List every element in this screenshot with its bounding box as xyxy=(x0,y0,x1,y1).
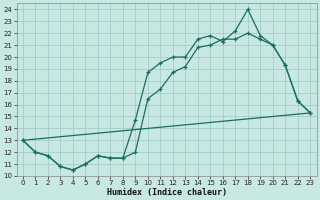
X-axis label: Humidex (Indice chaleur): Humidex (Indice chaleur) xyxy=(107,188,227,197)
